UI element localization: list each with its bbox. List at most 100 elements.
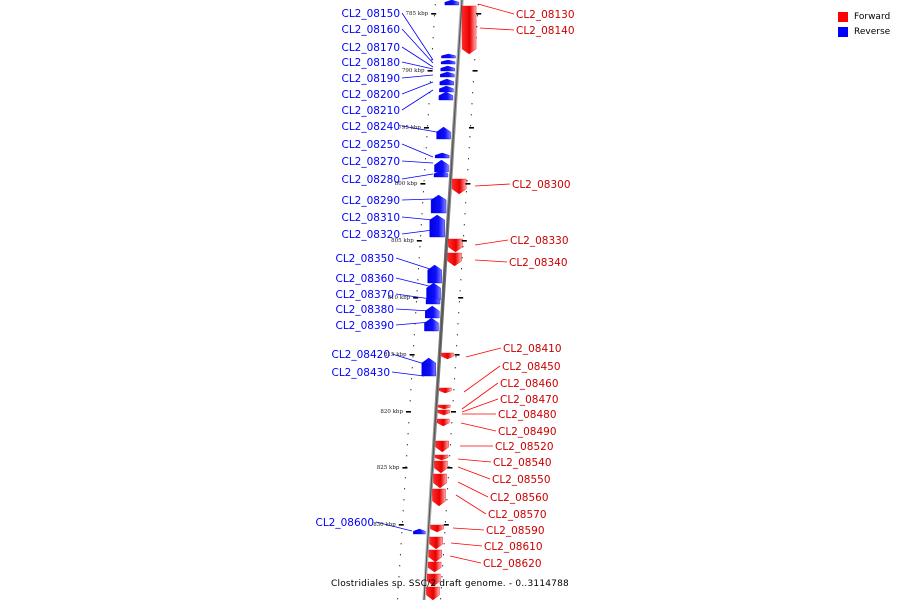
- tick-dot: [457, 323, 459, 325]
- tick-dot: [398, 576, 400, 578]
- reverse-leader: [401, 12, 434, 61]
- tick-dot: [432, 37, 434, 39]
- reverse-leader: [391, 353, 429, 366]
- tick-dot: [427, 114, 429, 116]
- reverse-leader: [395, 293, 432, 300]
- tick-dot: [410, 389, 412, 391]
- kbp-tick-left: [423, 127, 429, 129]
- forward-leader: [474, 259, 508, 263]
- forward-gene-arrow: [447, 252, 462, 267]
- reverse-leader: [401, 173, 434, 180]
- reverse-leader: [401, 89, 434, 111]
- forward-gene-arrow: [426, 586, 440, 600]
- tick-dot: [458, 301, 460, 303]
- kbp-tick-right: [443, 524, 449, 526]
- forward-gene-arrow: [429, 536, 443, 550]
- tick-dot: [456, 345, 458, 347]
- forward-leader: [449, 555, 482, 564]
- tick-dot: [399, 565, 401, 567]
- tick-dot: [440, 587, 442, 589]
- tick-dot: [470, 125, 472, 127]
- reverse-gene-arrow: [436, 126, 451, 140]
- tick-dot: [415, 312, 417, 314]
- reverse-gene-label: CL2_08190: [341, 73, 400, 85]
- forward-leader: [465, 347, 502, 358]
- tick-dot: [422, 202, 424, 204]
- kbp-tick-right: [454, 354, 460, 356]
- tick-dot: [429, 81, 431, 83]
- forward-leader: [477, 3, 515, 15]
- kbp-labels: 785 kbp 790 kbp 795 kbp 800 kbp 805 kbp 810 k…: [373, 11, 482, 528]
- tick-dot: [474, 59, 476, 61]
- forward-leader: [460, 422, 497, 432]
- legend: Forward Reverse: [838, 9, 890, 39]
- kbp-tick-left: [405, 411, 411, 413]
- reverse-gene-label: CL2_08430: [331, 367, 390, 379]
- tick-dot: [421, 213, 423, 215]
- tick-dot: [444, 532, 446, 534]
- gene-labels: CL2_08150 CL2_08160 CL2_08170 CL2_08180 CL2_…: [315, 8, 574, 570]
- forward-leader: [457, 458, 492, 463]
- forward-gene-label: CL2_08470: [500, 394, 559, 406]
- reverse-leader: [375, 521, 413, 532]
- tick-dot: [467, 169, 469, 171]
- kbp-label: 820 kbp: [380, 409, 403, 415]
- kbp-tick-left: [416, 240, 422, 242]
- reverse-gene-arrow: [438, 91, 454, 101]
- reverse-gene-arrow: [421, 357, 436, 377]
- tick-dot: [431, 59, 433, 61]
- tick-dot: [459, 290, 461, 292]
- tick-dot: [453, 389, 455, 391]
- forward-gene-arrow: [434, 454, 449, 461]
- tick-dot: [404, 477, 406, 479]
- tick-dot: [461, 268, 463, 270]
- reverse-gene-label: CL2_08390: [335, 320, 394, 332]
- tick-dot: [445, 510, 447, 512]
- tick-dot: [449, 455, 451, 457]
- forward-gene-arrow: [427, 561, 442, 573]
- reverse-swatch: [838, 26, 848, 37]
- tick-dot: [434, 4, 436, 6]
- kbp-tick-left: [420, 183, 426, 185]
- tick-dot: [454, 367, 456, 369]
- tick-dot: [413, 345, 415, 347]
- tick-dot: [454, 378, 456, 380]
- forward-gene-label: CL2_08480: [498, 409, 557, 421]
- kbp-label: 805 kbp: [391, 238, 414, 244]
- genome-axis: [422, 0, 464, 600]
- kbp-tick-right: [447, 467, 453, 469]
- tick-dot: [433, 26, 435, 28]
- forward-gene-arrow: [435, 440, 449, 453]
- forward-gene-label: CL2_08300: [512, 179, 571, 191]
- label-leader-lines: [375, 3, 515, 564]
- tick-dot: [417, 279, 419, 281]
- kbp-tick-right: [472, 70, 478, 72]
- reverse-gene-label: CL2_08210: [341, 105, 400, 117]
- reverse-leader: [395, 277, 434, 288]
- reverse-gene-label: CL2_08240: [341, 121, 400, 133]
- reverse-leader: [401, 46, 434, 68]
- tick-dot: [441, 576, 443, 578]
- tick-dot: [412, 356, 414, 358]
- tick-dot: [462, 246, 464, 248]
- kbp-tick-right: [450, 411, 456, 413]
- reverse-gene-label: CL2_08420: [331, 349, 390, 361]
- forward-gene-arrow: [461, 5, 477, 55]
- reverse-leader: [401, 28, 434, 64]
- reverse-gene-label: CL2_08170: [341, 42, 400, 54]
- reverse-gene-label: CL2_08320: [341, 229, 400, 241]
- kbp-label: 795 kbp: [398, 125, 421, 131]
- reverse-gene-arrow: [429, 214, 445, 238]
- tick-dot: [477, 4, 479, 6]
- forward-gene-arrow: [430, 524, 444, 533]
- tick-dot: [458, 312, 460, 314]
- kbp-label: 800 kbp: [395, 181, 418, 187]
- forward-gene-label: CL2_08620: [483, 558, 542, 570]
- forward-gene-label: CL2_08460: [500, 378, 559, 390]
- tick-dot: [446, 499, 448, 501]
- reverse-gene-arrow: [444, 0, 460, 6]
- tick-dot: [445, 521, 447, 523]
- forward-gene-label: CL2_08550: [492, 474, 551, 486]
- kbp-tick-left: [409, 354, 415, 356]
